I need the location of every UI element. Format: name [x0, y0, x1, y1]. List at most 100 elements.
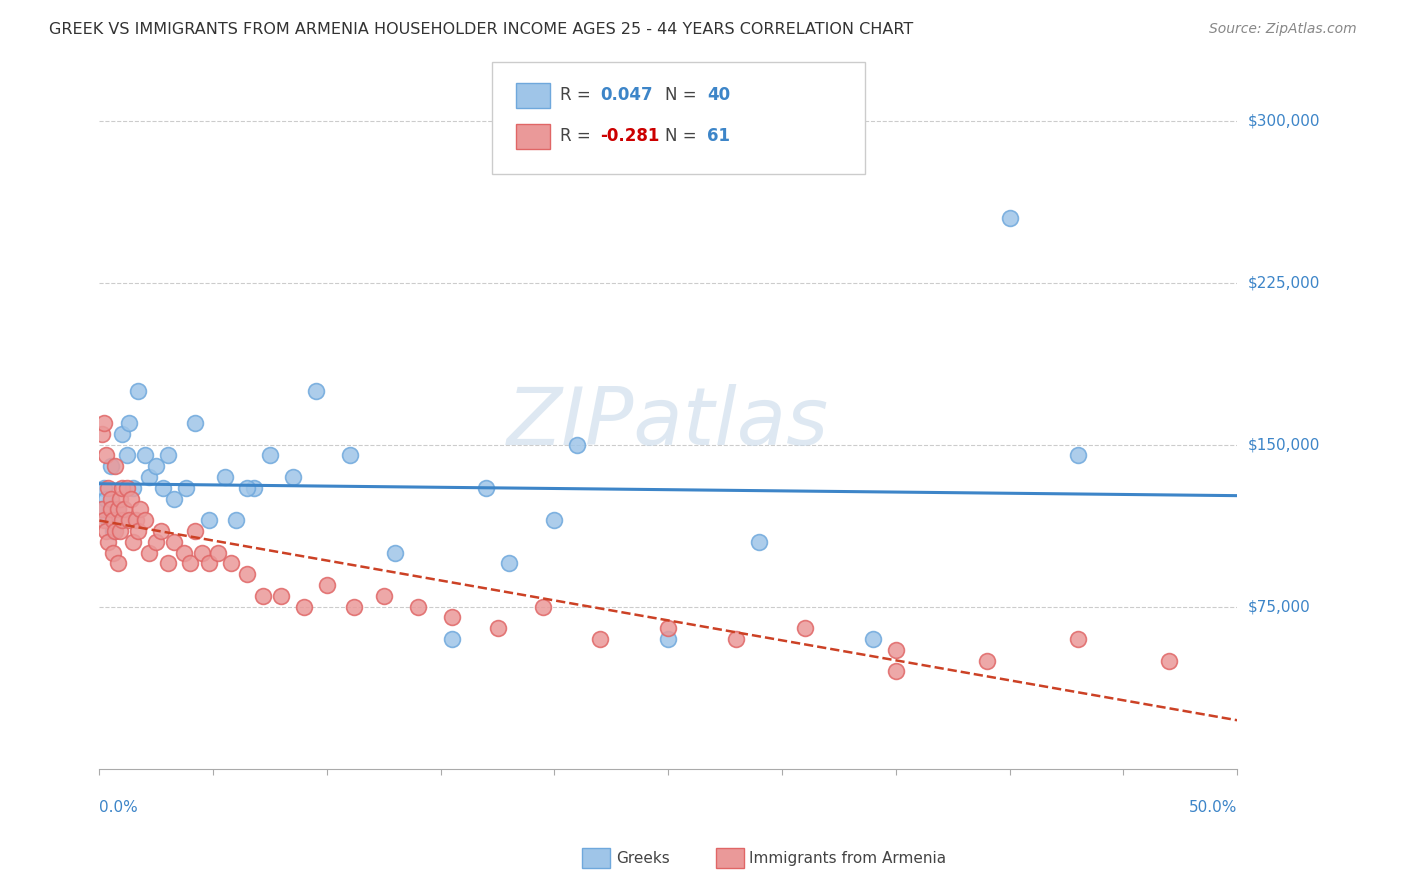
- Point: [316, 578, 339, 592]
- Text: 0.0%: 0.0%: [100, 800, 138, 814]
- Text: R =: R =: [560, 87, 596, 104]
- Point: [725, 632, 748, 646]
- Point: [976, 654, 998, 668]
- Point: [197, 557, 219, 571]
- Point: [118, 416, 141, 430]
- Point: [107, 502, 129, 516]
- Point: [173, 546, 195, 560]
- Point: [441, 632, 464, 646]
- Point: [100, 491, 122, 506]
- Point: [531, 599, 554, 614]
- Point: [259, 449, 281, 463]
- Point: [100, 502, 122, 516]
- Point: [107, 557, 129, 571]
- Point: [96, 449, 118, 463]
- Point: [281, 470, 304, 484]
- Point: [184, 524, 207, 538]
- Point: [236, 481, 259, 495]
- Point: [138, 470, 160, 484]
- Point: [998, 211, 1021, 225]
- Point: [384, 546, 406, 560]
- Point: [127, 524, 149, 538]
- Point: [127, 384, 149, 398]
- Point: [1067, 449, 1090, 463]
- Point: [104, 524, 127, 538]
- Point: [101, 524, 124, 538]
- Point: [90, 426, 112, 441]
- Text: $75,000: $75,000: [1249, 599, 1310, 615]
- Point: [112, 502, 135, 516]
- Text: 40: 40: [707, 87, 730, 104]
- Point: [589, 632, 612, 646]
- Point: [543, 513, 565, 527]
- Point: [122, 481, 145, 495]
- Point: [1157, 654, 1180, 668]
- Text: 0.047: 0.047: [600, 87, 652, 104]
- Point: [111, 426, 134, 441]
- Point: [149, 524, 172, 538]
- Text: GREEK VS IMMIGRANTS FROM ARMENIA HOUSEHOLDER INCOME AGES 25 - 44 YEARS CORRELATI: GREEK VS IMMIGRANTS FROM ARMENIA HOUSEHO…: [49, 22, 914, 37]
- Point: [145, 534, 167, 549]
- Point: [101, 513, 124, 527]
- Point: [748, 534, 770, 549]
- Point: [104, 459, 127, 474]
- Point: [129, 502, 152, 516]
- Point: [184, 416, 207, 430]
- Point: [115, 449, 138, 463]
- Point: [156, 557, 179, 571]
- Point: [793, 621, 815, 635]
- Point: [115, 481, 138, 495]
- Point: [163, 534, 186, 549]
- Point: [243, 481, 266, 495]
- Point: [486, 621, 509, 635]
- Text: 61: 61: [707, 128, 730, 145]
- Point: [101, 546, 124, 560]
- Point: [108, 491, 131, 506]
- Point: [125, 513, 148, 527]
- Text: -0.281: -0.281: [600, 128, 659, 145]
- Point: [108, 524, 131, 538]
- Point: [475, 481, 498, 495]
- Text: $150,000: $150,000: [1249, 437, 1320, 452]
- Point: [90, 502, 112, 516]
- Point: [207, 546, 229, 560]
- Point: [884, 665, 907, 679]
- Point: [406, 599, 429, 614]
- Point: [111, 481, 134, 495]
- Point: [190, 546, 212, 560]
- Text: 50.0%: 50.0%: [1188, 800, 1237, 814]
- Point: [156, 449, 179, 463]
- Text: $225,000: $225,000: [1249, 275, 1320, 290]
- Point: [221, 557, 243, 571]
- Text: ZIPatlas: ZIPatlas: [508, 384, 830, 462]
- Point: [1067, 632, 1090, 646]
- Point: [236, 567, 259, 582]
- Point: [152, 481, 174, 495]
- Point: [179, 557, 201, 571]
- Point: [163, 491, 186, 506]
- Text: Source: ZipAtlas.com: Source: ZipAtlas.com: [1209, 22, 1357, 37]
- Point: [96, 491, 118, 506]
- Point: [118, 513, 141, 527]
- Point: [93, 416, 115, 430]
- Point: [567, 437, 589, 451]
- Point: [884, 643, 907, 657]
- Point: [134, 449, 156, 463]
- Text: N =: N =: [665, 128, 702, 145]
- Point: [657, 621, 679, 635]
- Point: [862, 632, 884, 646]
- Point: [120, 491, 142, 506]
- Point: [339, 449, 361, 463]
- Point: [498, 557, 520, 571]
- Point: [90, 502, 112, 516]
- Point: [373, 589, 395, 603]
- Point: [304, 384, 326, 398]
- Point: [252, 589, 274, 603]
- Point: [441, 610, 464, 624]
- Point: [96, 524, 118, 538]
- Point: [93, 481, 115, 495]
- Point: [343, 599, 366, 614]
- Point: [145, 459, 167, 474]
- Point: [107, 502, 129, 516]
- Text: $300,000: $300,000: [1249, 113, 1320, 128]
